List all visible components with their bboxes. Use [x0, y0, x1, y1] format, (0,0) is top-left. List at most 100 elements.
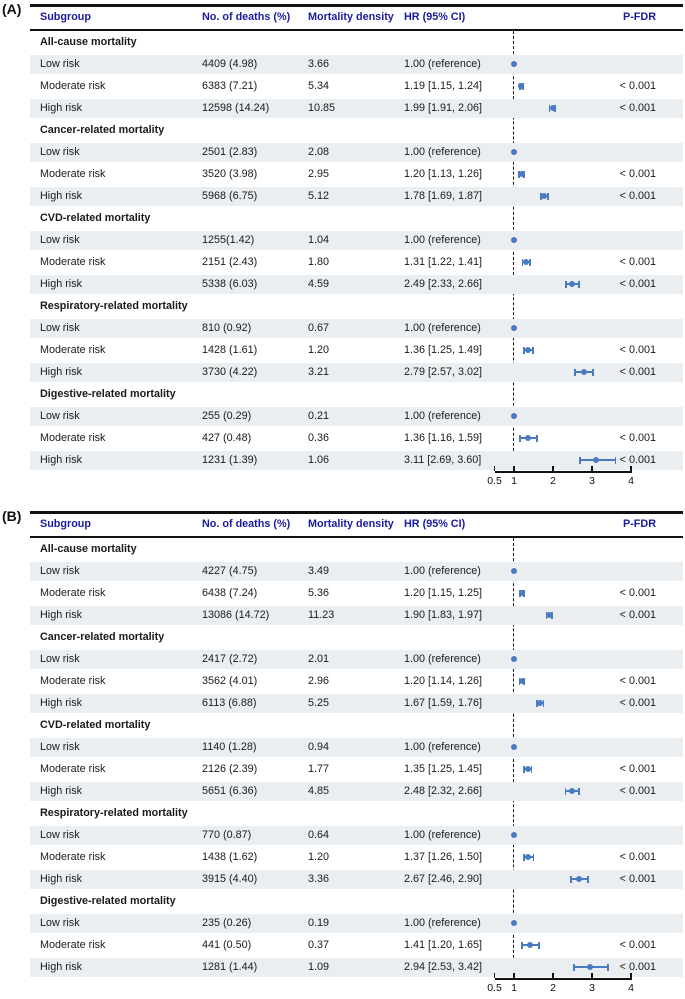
table-row: Moderate risk 2126 (2.39) 1.77 1.35 [1.25, …	[0, 758, 685, 780]
row-deaths: 4409 (4.98)	[202, 58, 258, 70]
table-row: Low risk 255 (0.29) 0.21 1.00 (reference)	[0, 405, 685, 427]
ci-cap-left	[548, 104, 551, 112]
ci-cap-right	[542, 699, 545, 707]
row-deaths: 12598 (14.24)	[202, 102, 270, 114]
reference-dot	[511, 61, 517, 67]
ci-cap-right	[529, 258, 531, 266]
row-stripe	[30, 54, 683, 74]
row-stripe	[30, 230, 683, 250]
panel-a: (A) Subgroup No. of deaths (%) Mortality de…	[0, 1, 685, 487]
row-deaths: 5968 (6.75)	[202, 190, 258, 202]
row-subgroup: Low risk	[40, 917, 80, 929]
point-estimate-dot	[593, 457, 600, 463]
column-header-hr: HR (95% CI)	[404, 11, 466, 23]
row-stripe	[30, 98, 683, 118]
ci-cap-left	[521, 941, 523, 949]
table-row: Low risk 4409 (4.98) 3.66 1.00 (reference)	[0, 53, 685, 75]
row-hr: 1.00 (reference)	[404, 829, 481, 841]
point-estimate-dot	[518, 83, 525, 89]
reference-dot	[511, 413, 517, 419]
row-subgroup: Moderate risk	[40, 763, 106, 775]
row-hr: 1.78 [1.69, 1.87]	[404, 190, 483, 202]
reference-dot	[511, 656, 517, 662]
row-pfdr: < 0.001	[619, 851, 656, 863]
column-header-pfdr: P-FDR	[623, 518, 656, 530]
ci-cap-left	[572, 963, 575, 971]
row-stripe	[30, 737, 683, 757]
table-row: High risk 5651 (6.36) 4.85 2.48 [2.32, 2.66…	[0, 780, 685, 802]
row-subgroup: Moderate risk	[40, 432, 106, 444]
x-axis-tick-label: 3	[589, 475, 595, 487]
column-header-subgroup: Subgroup	[40, 518, 91, 530]
row-stripe	[30, 605, 683, 625]
row-subgroup: Moderate risk	[40, 939, 106, 951]
row-hr: 1.00 (reference)	[404, 653, 481, 665]
row-hr: 1.20 [1.13, 1.26]	[404, 168, 483, 180]
row-stripe	[30, 362, 683, 382]
row-hr: 2.49 [2.33, 2.66]	[404, 278, 483, 290]
row-subgroup: Low risk	[40, 653, 80, 665]
header-rule	[30, 29, 683, 31]
row-density: 2.01	[308, 653, 330, 665]
row-pfdr: < 0.001	[619, 366, 656, 378]
row-stripe	[30, 561, 683, 581]
row-subgroup: Low risk	[40, 741, 80, 753]
x-axis-tick	[591, 973, 593, 978]
row-density: 0.64	[308, 829, 330, 841]
row-hr: 2.67 [2.46, 2.90]	[404, 873, 483, 885]
x-axis-tick-label: 4	[628, 982, 634, 994]
point-estimate-dot	[525, 347, 532, 353]
row-pfdr: < 0.001	[619, 675, 656, 687]
row-stripe	[30, 825, 683, 845]
row-stripe	[30, 142, 683, 162]
row-density: 3.21	[308, 366, 330, 378]
reference-dashed-line	[513, 538, 514, 978]
row-subgroup: Low risk	[40, 234, 80, 246]
section-title: Cancer-related mortality	[40, 631, 165, 643]
row-pfdr: < 0.001	[619, 785, 656, 797]
row-deaths: 3562 (4.01)	[202, 675, 258, 687]
ci-cap-left	[540, 192, 542, 200]
section-row: Digestive-related mortality	[0, 890, 685, 912]
row-hr: 1.37 [1.26, 1.50]	[404, 851, 483, 863]
row-subgroup: High risk	[40, 873, 82, 885]
point-estimate-dot	[518, 590, 525, 596]
section-row: Cancer-related mortality	[0, 119, 685, 141]
x-axis-tick	[630, 466, 632, 471]
table-row: Moderate risk 427 (0.48) 0.36 1.36 [1.16, 1…	[0, 427, 685, 449]
ci-cap-right	[538, 941, 541, 949]
row-hr: 1.00 (reference)	[404, 917, 481, 929]
row-hr: 1.20 [1.15, 1.25]	[404, 587, 483, 599]
table-row: Moderate risk 6383 (7.21) 5.34 1.19 [1.15, …	[0, 75, 685, 97]
table-row: Low risk 4227 (4.75) 3.49 1.00 (reference)	[0, 560, 685, 582]
row-subgroup: High risk	[40, 785, 82, 797]
row-subgroup: High risk	[40, 609, 82, 621]
row-stripe	[30, 781, 683, 801]
row-deaths: 6113 (6.88)	[202, 697, 257, 709]
row-pfdr: < 0.001	[619, 961, 656, 973]
row-hr: 2.79 [2.57, 3.02]	[404, 366, 483, 378]
ci-cap-left	[579, 456, 581, 464]
table-row: Low risk 235 (0.26) 0.19 1.00 (reference)	[0, 912, 685, 934]
row-hr: 1.00 (reference)	[404, 234, 481, 246]
row-stripe	[30, 957, 683, 977]
point-estimate-dot	[525, 435, 532, 441]
section-title: Digestive-related mortality	[40, 895, 176, 907]
section-row: All-cause mortality	[0, 538, 685, 560]
row-deaths: 1231 (1.39)	[202, 454, 258, 466]
row-deaths: 6438 (7.24)	[202, 587, 258, 599]
ci-cap-right	[591, 368, 594, 376]
point-estimate-dot	[541, 193, 548, 199]
table-row: High risk 12598 (14.24) 10.85 1.99 [1.91, 2…	[0, 97, 685, 119]
row-deaths: 3520 (3.98)	[202, 168, 258, 180]
row-density: 5.12	[308, 190, 330, 202]
table-row: Low risk 770 (0.87) 0.64 1.00 (reference)	[0, 824, 685, 846]
row-pfdr: < 0.001	[619, 609, 656, 621]
x-axis-tick	[513, 466, 515, 471]
row-density: 1.20	[308, 851, 330, 863]
ci-cap-left	[574, 368, 577, 376]
row-deaths: 2126 (2.39)	[202, 763, 258, 775]
point-estimate-dot	[518, 678, 525, 684]
ci-cap-left	[522, 346, 525, 354]
table-row: Moderate risk 3562 (4.01) 2.96 1.20 [1.14, …	[0, 670, 685, 692]
